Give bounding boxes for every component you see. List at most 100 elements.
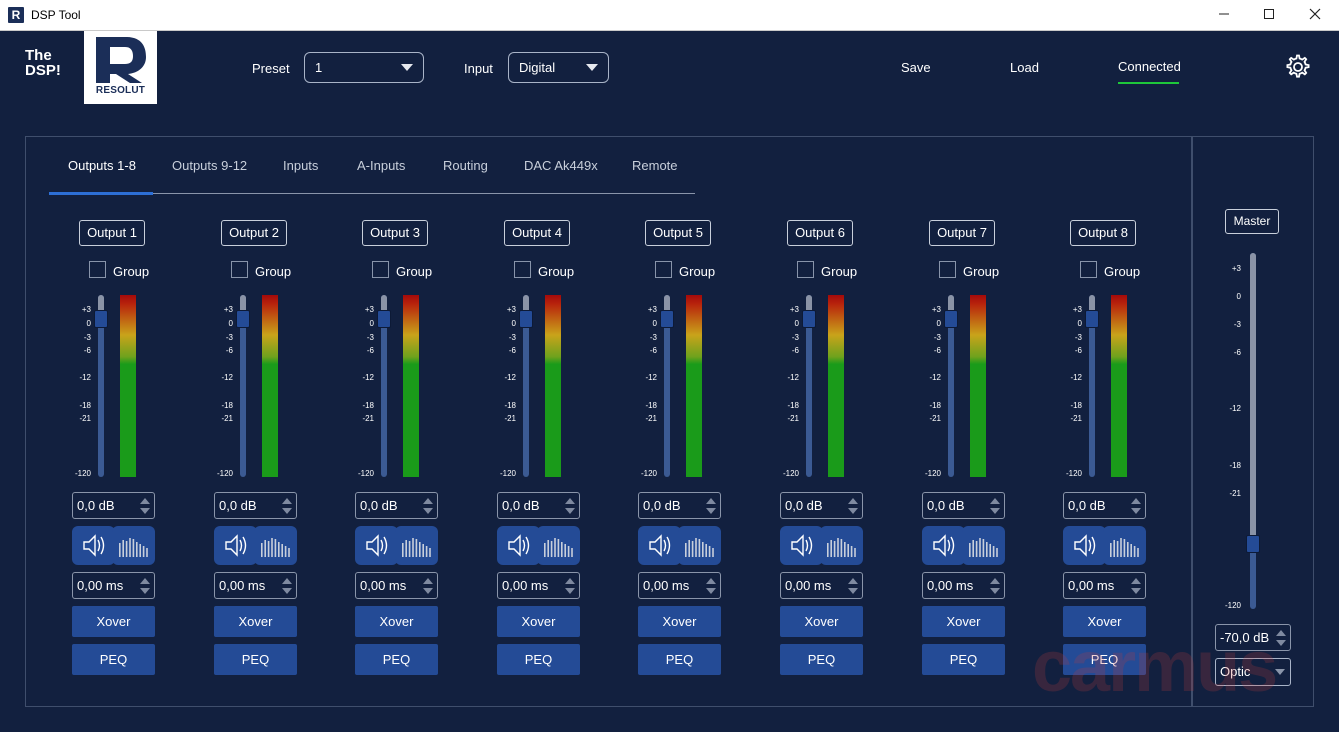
load-button[interactable]: Load bbox=[1010, 60, 1039, 75]
increment-arrow-icon[interactable] bbox=[282, 498, 292, 504]
group-checkbox[interactable] bbox=[1080, 261, 1097, 278]
decrement-arrow-icon[interactable] bbox=[990, 508, 1000, 514]
group-checkbox[interactable] bbox=[797, 261, 814, 278]
volume-fader-thumb[interactable] bbox=[377, 310, 391, 328]
mute-button[interactable] bbox=[638, 526, 681, 565]
delay-input[interactable]: 0,00 ms bbox=[922, 572, 1005, 599]
decrement-arrow-icon[interactable] bbox=[848, 588, 858, 594]
decrement-arrow-icon[interactable] bbox=[1131, 588, 1141, 594]
xover-button[interactable]: Xover bbox=[638, 606, 721, 637]
volume-fader-thumb[interactable] bbox=[519, 310, 533, 328]
meter-mode-button[interactable] bbox=[112, 526, 155, 565]
gain-input[interactable]: 0,0 dB bbox=[214, 492, 297, 519]
increment-arrow-icon[interactable] bbox=[1276, 630, 1286, 636]
channel-name[interactable]: Output 5 bbox=[645, 220, 711, 246]
group-checkbox[interactable] bbox=[514, 261, 531, 278]
mute-button[interactable] bbox=[922, 526, 965, 565]
mute-button[interactable] bbox=[214, 526, 257, 565]
peq-button[interactable]: PEQ bbox=[72, 644, 155, 675]
preset-select[interactable]: 1 bbox=[304, 52, 424, 83]
volume-fader-track[interactable] bbox=[664, 295, 670, 477]
channel-name[interactable]: Output 8 bbox=[1070, 220, 1136, 246]
volume-fader-thumb[interactable] bbox=[660, 310, 674, 328]
volume-fader-thumb[interactable] bbox=[1085, 310, 1099, 328]
master-source-select[interactable]: Optic bbox=[1215, 658, 1291, 686]
tab-outputs-1-8[interactable]: Outputs 1-8 bbox=[68, 158, 136, 173]
volume-fader-track[interactable] bbox=[240, 295, 246, 477]
meter-mode-button[interactable] bbox=[962, 526, 1005, 565]
xover-button[interactable]: Xover bbox=[780, 606, 863, 637]
increment-arrow-icon[interactable] bbox=[140, 578, 150, 584]
decrement-arrow-icon[interactable] bbox=[282, 508, 292, 514]
gain-input[interactable]: 0,0 dB bbox=[922, 492, 1005, 519]
volume-fader-thumb[interactable] bbox=[94, 310, 108, 328]
group-checkbox[interactable] bbox=[231, 261, 248, 278]
peq-button[interactable]: PEQ bbox=[1063, 644, 1146, 675]
increment-arrow-icon[interactable] bbox=[423, 578, 433, 584]
gain-input[interactable]: 0,0 dB bbox=[72, 492, 155, 519]
xover-button[interactable]: Xover bbox=[214, 606, 297, 637]
decrement-arrow-icon[interactable] bbox=[706, 508, 716, 514]
increment-arrow-icon[interactable] bbox=[706, 498, 716, 504]
gain-input[interactable]: 0,0 dB bbox=[638, 492, 721, 519]
decrement-arrow-icon[interactable] bbox=[282, 588, 292, 594]
volume-fader-track[interactable] bbox=[523, 295, 529, 477]
group-checkbox[interactable] bbox=[655, 261, 672, 278]
mute-button[interactable] bbox=[355, 526, 398, 565]
minimize-icon[interactable] bbox=[1201, 0, 1247, 30]
meter-mode-button[interactable] bbox=[537, 526, 580, 565]
save-button[interactable]: Save bbox=[901, 60, 931, 75]
tab-outputs-9-12[interactable]: Outputs 9-12 bbox=[172, 158, 248, 173]
decrement-arrow-icon[interactable] bbox=[706, 588, 716, 594]
volume-fader-thumb[interactable] bbox=[236, 310, 250, 328]
delay-input[interactable]: 0,00 ms bbox=[355, 572, 438, 599]
decrement-arrow-icon[interactable] bbox=[140, 508, 150, 514]
increment-arrow-icon[interactable] bbox=[1131, 578, 1141, 584]
decrement-arrow-icon[interactable] bbox=[1276, 640, 1286, 646]
volume-fader-track[interactable] bbox=[806, 295, 812, 477]
tab-a-inputs[interactable]: A-Inputs bbox=[357, 158, 406, 173]
group-checkbox[interactable] bbox=[939, 261, 956, 278]
close-icon[interactable] bbox=[1292, 0, 1338, 30]
xover-button[interactable]: Xover bbox=[355, 606, 438, 637]
volume-fader-track[interactable] bbox=[1089, 295, 1095, 477]
decrement-arrow-icon[interactable] bbox=[565, 588, 575, 594]
gain-input[interactable]: 0,0 dB bbox=[355, 492, 438, 519]
mute-button[interactable] bbox=[780, 526, 823, 565]
peq-button[interactable]: PEQ bbox=[922, 644, 1005, 675]
decrement-arrow-icon[interactable] bbox=[1131, 508, 1141, 514]
delay-input[interactable]: 0,00 ms bbox=[497, 572, 580, 599]
increment-arrow-icon[interactable] bbox=[706, 578, 716, 584]
increment-arrow-icon[interactable] bbox=[140, 498, 150, 504]
master-gain-input[interactable]: -70,0 dB bbox=[1215, 624, 1291, 651]
peq-button[interactable]: PEQ bbox=[214, 644, 297, 675]
xover-button[interactable]: Xover bbox=[1063, 606, 1146, 637]
peq-button[interactable]: PEQ bbox=[355, 644, 438, 675]
gear-icon[interactable] bbox=[1283, 52, 1313, 82]
mute-button[interactable] bbox=[1063, 526, 1106, 565]
delay-input[interactable]: 0,00 ms bbox=[1063, 572, 1146, 599]
peq-button[interactable]: PEQ bbox=[638, 644, 721, 675]
tab-dac-ak449x[interactable]: DAC Ak449x bbox=[524, 158, 598, 173]
master-fader-track[interactable] bbox=[1250, 253, 1256, 609]
increment-arrow-icon[interactable] bbox=[423, 498, 433, 504]
xover-button[interactable]: Xover bbox=[922, 606, 1005, 637]
channel-name[interactable]: Output 2 bbox=[221, 220, 287, 246]
increment-arrow-icon[interactable] bbox=[990, 498, 1000, 504]
volume-fader-track[interactable] bbox=[948, 295, 954, 477]
meter-mode-button[interactable] bbox=[395, 526, 438, 565]
delay-input[interactable]: 0,00 ms bbox=[72, 572, 155, 599]
tab-inputs[interactable]: Inputs bbox=[283, 158, 319, 173]
increment-arrow-icon[interactable] bbox=[565, 498, 575, 504]
volume-fader-track[interactable] bbox=[98, 295, 104, 477]
gain-input[interactable]: 0,0 dB bbox=[780, 492, 863, 519]
meter-mode-button[interactable] bbox=[678, 526, 721, 565]
delay-input[interactable]: 0,00 ms bbox=[214, 572, 297, 599]
master-fader-thumb[interactable] bbox=[1246, 535, 1260, 554]
connection-status[interactable]: Connected bbox=[1118, 59, 1181, 74]
gain-input[interactable]: 0,0 dB bbox=[497, 492, 580, 519]
channel-name[interactable]: Output 1 bbox=[79, 220, 145, 246]
tab-routing[interactable]: Routing bbox=[443, 158, 488, 173]
group-checkbox[interactable] bbox=[89, 261, 106, 278]
channel-name[interactable]: Output 4 bbox=[504, 220, 570, 246]
